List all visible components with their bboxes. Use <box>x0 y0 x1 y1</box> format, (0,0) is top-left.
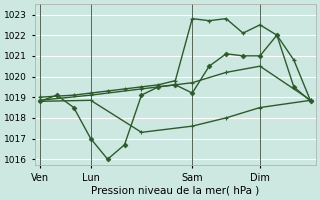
X-axis label: Pression niveau de la mer( hPa ): Pression niveau de la mer( hPa ) <box>91 186 260 196</box>
